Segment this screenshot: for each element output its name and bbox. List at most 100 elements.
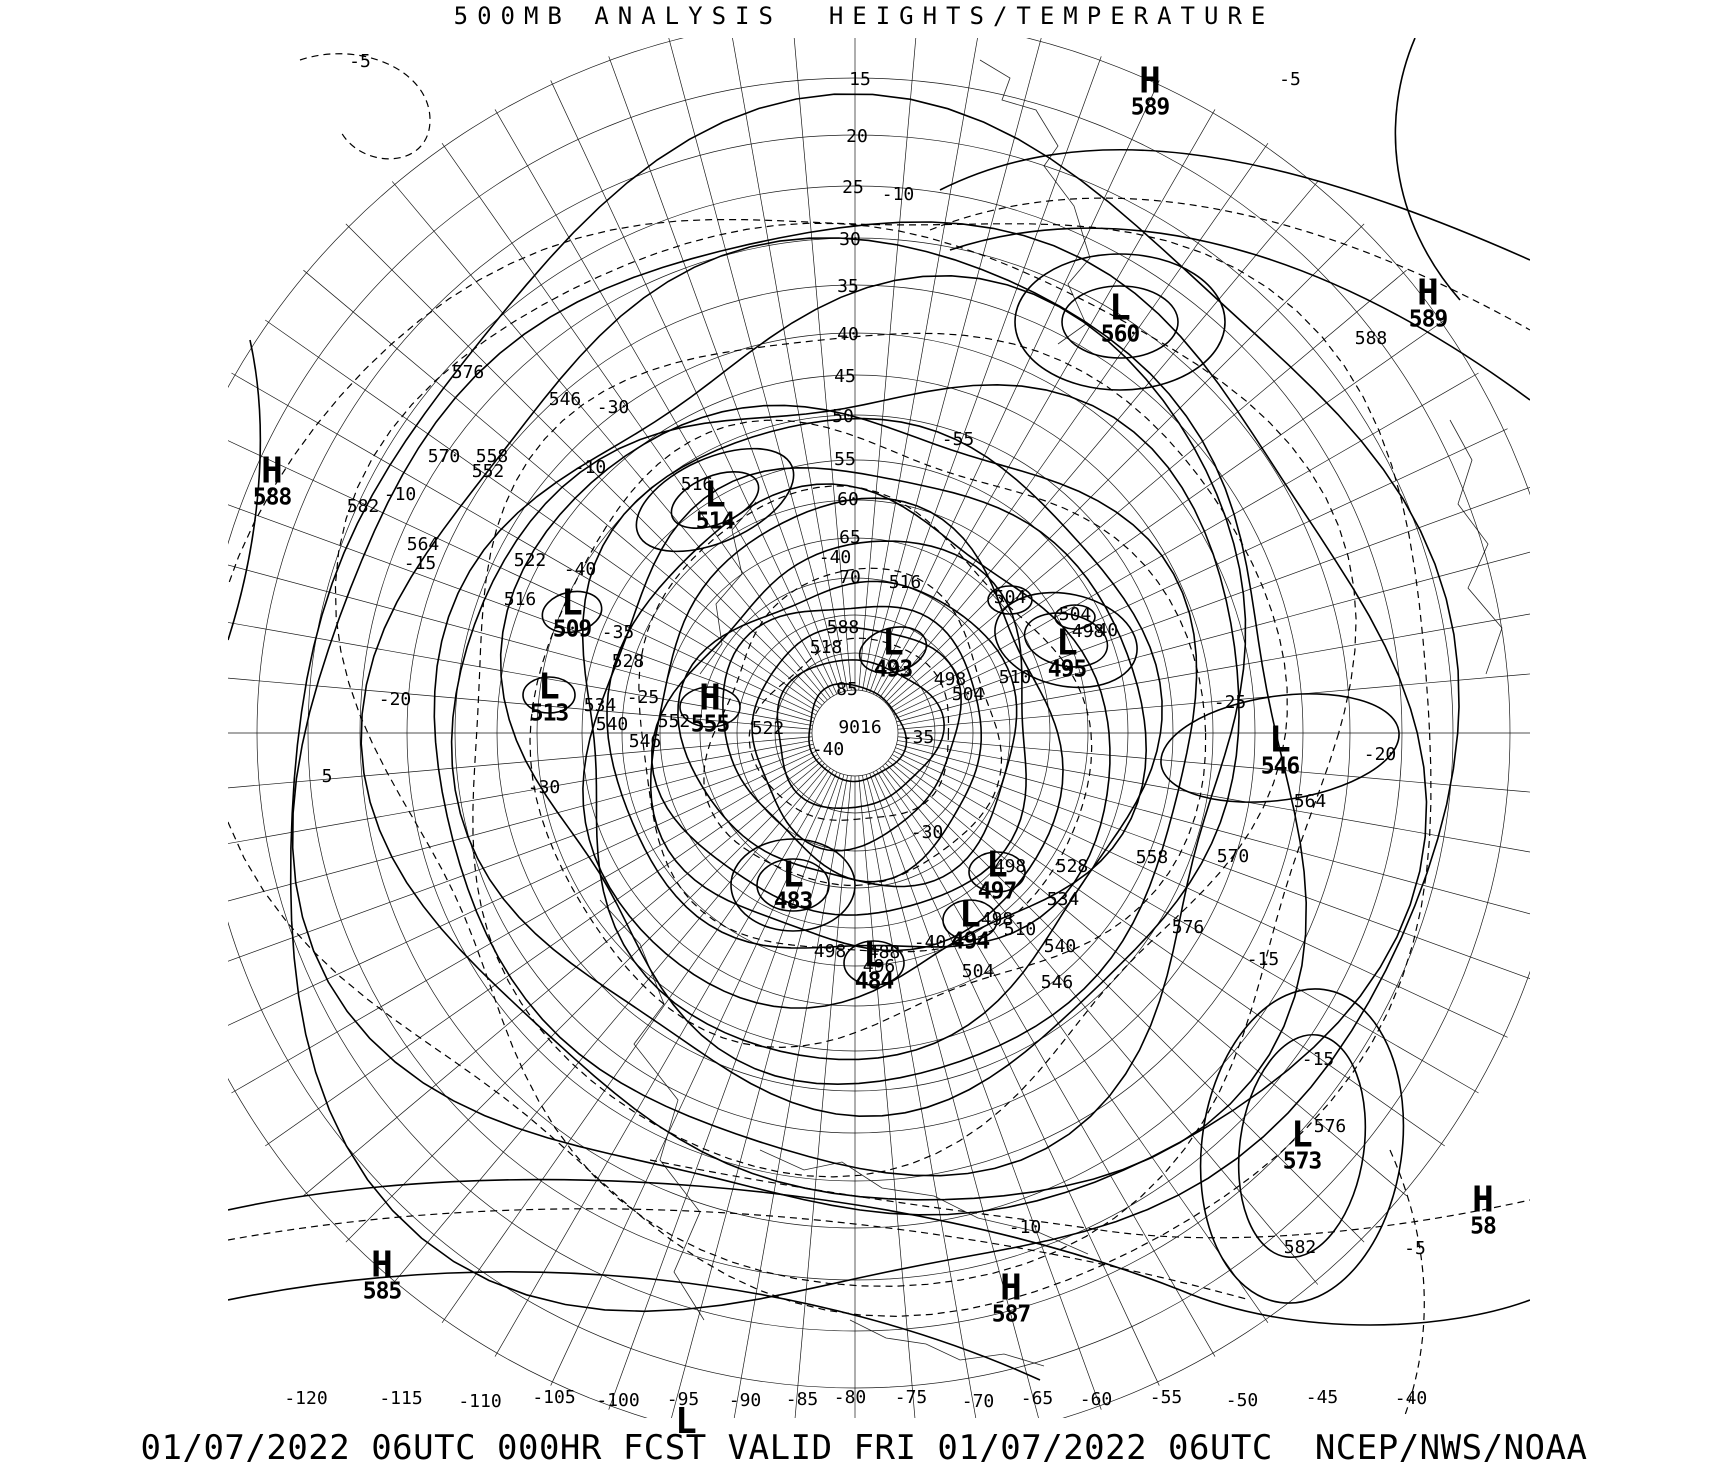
temperature-contour-label: -10 <box>1008 1217 1042 1238</box>
pressure-center-value: 493 <box>873 656 914 683</box>
pressure-center-l-514: L 514 <box>695 477 736 535</box>
temperature-contour-label: -35 <box>901 727 935 748</box>
height-contour-label: 558 <box>475 446 509 467</box>
height-contour-label: 498 <box>933 669 967 690</box>
height-contour-label: 504 <box>1058 604 1092 625</box>
height-contour-label: 496 <box>862 956 896 977</box>
pressure-center-value: 546 <box>1260 753 1301 780</box>
temperature-contour-label: -15 <box>1246 949 1280 970</box>
pressure-center-l: L <box>675 1400 697 1442</box>
pressure-center-letter: L <box>986 844 1008 886</box>
temperature-contour-label: -40 <box>913 932 947 953</box>
pressure-center-value: 589 <box>1408 306 1449 333</box>
longitude-label: -40 <box>1394 1388 1428 1409</box>
pressure-center-value: 573 <box>1282 1148 1323 1175</box>
height-contour-label: 528 <box>611 651 645 672</box>
longitude-label: -75 <box>894 1387 928 1408</box>
height-contour-label: 582 <box>346 496 380 517</box>
longitude-label: -95 <box>666 1389 700 1410</box>
pressure-center-letter: H <box>1000 1267 1022 1309</box>
chart-title: 500MB ANALYSIS HEIGHTS/TEMPERATURE <box>453 2 1275 30</box>
temperature-contour-label: -35 <box>601 622 635 643</box>
height-contour-label: 570 <box>427 446 461 467</box>
pressure-center-letter: L <box>1291 1114 1313 1156</box>
latitude-label: 60 <box>837 489 859 510</box>
pressure-center-h-587: H 587 <box>991 1267 1032 1328</box>
height-contour-label: 576 <box>1171 917 1205 938</box>
longitude-label: -55 <box>1149 1387 1183 1408</box>
map-labels-layer: 15 20 25 30 35 40 45 50 55 60 65 70 85 -120 -115 -110 -1… <box>0 34 1728 1440</box>
height-contour-label: 522 <box>751 718 785 739</box>
pressure-center-value: 513 <box>529 700 570 727</box>
pressure-center-h-585: H 585 <box>363 1244 403 1303</box>
pressure-center-letter: H <box>261 450 283 492</box>
pressure-center-l-560: L 560 <box>1100 290 1141 348</box>
pressure-center-letter: L <box>782 854 804 896</box>
temperature-contour-label: -20 <box>378 689 412 710</box>
pressure-center-l-497: L 497 <box>977 844 1018 905</box>
temperature-contour-label: -15 <box>403 553 437 574</box>
pressure-center-l-546: L 546 <box>1260 722 1301 780</box>
height-contour-label: 516 <box>680 474 714 495</box>
height-contour-label: 534 <box>1046 889 1080 910</box>
height-contour-label: 498 <box>1071 621 1105 642</box>
pressure-center-value: 587 <box>991 1301 1032 1328</box>
height-contour-label: 528 <box>1055 856 1089 877</box>
height-contour-label: 504 <box>951 684 985 705</box>
pressure-center-value: 497 <box>977 878 1018 905</box>
height-contour-label: 516 <box>503 589 537 610</box>
longitude-label: -85 <box>785 1389 819 1410</box>
pressure-center-l-484: L 484 <box>854 937 895 995</box>
longitude-label: -70 <box>961 1391 995 1412</box>
pressure-center-value: 560 <box>1100 321 1141 348</box>
temperature-contour-label: -30 <box>910 822 944 843</box>
longitude-label: -80 <box>833 1387 867 1408</box>
latitude-label: 25 <box>842 177 864 198</box>
pressure-center-letter: L <box>882 622 904 664</box>
latitude-label: 70 <box>839 567 861 588</box>
pressure-center-letter: H <box>1139 60 1161 102</box>
pressure-center-l-573: L 573 <box>1282 1114 1323 1175</box>
pressure-center-value: 514 <box>695 508 736 535</box>
pressure-center-letter: H <box>371 1244 393 1286</box>
height-contour-label: 522 <box>513 550 547 571</box>
temperature-contour-label: -40 <box>1085 620 1119 641</box>
latitude-label: 50 <box>832 406 854 427</box>
height-contour-label: 540 <box>595 714 629 735</box>
pressure-center-letter: L <box>1056 622 1078 664</box>
longitude-label: -105 <box>532 1387 576 1408</box>
temperature-contour-label: -25 <box>1213 692 1247 713</box>
height-contour-label: 498 <box>980 909 1014 930</box>
longitude-label: -110 <box>458 1391 502 1412</box>
pressure-center-value: 484 <box>854 968 895 995</box>
temperature-contour-label: -55 <box>941 429 975 450</box>
height-contour-label: 588 <box>1354 328 1388 349</box>
height-contour-label: 9016 <box>838 717 882 738</box>
temperature-contour-label: -5 <box>1404 1238 1426 1259</box>
temperature-contour-label: -30 <box>596 397 630 418</box>
height-contour-label: 558 <box>1135 847 1169 868</box>
longitude-label: -60 <box>1079 1389 1113 1410</box>
pressure-center-letter: L <box>675 1400 697 1442</box>
footer-text: 01/07/2022 06UTC 000HR FCST VALID FRI 01… <box>140 1428 1588 1468</box>
latitude-label: 55 <box>834 449 856 470</box>
latitude-label: 65 <box>839 527 861 548</box>
height-contour-label: 510 <box>1003 919 1037 940</box>
pressure-center-letter: L <box>561 582 583 624</box>
map-canvas: 15 20 25 30 35 40 45 50 55 60 65 70 85 -120 -115 -110 -1… <box>0 34 1728 1440</box>
height-contour-label: 510 <box>998 667 1032 688</box>
pressure-center-value: 495 <box>1047 656 1088 683</box>
longitude-label: -115 <box>379 1388 423 1409</box>
temperature-contour-label: -10 <box>383 484 417 505</box>
temperature-contour-label: -30 <box>527 777 561 798</box>
height-contour-label: 504 <box>961 961 995 982</box>
pressure-center-h-588: H 588 <box>253 450 293 509</box>
height-contour-label: 552 <box>471 461 505 482</box>
height-contour-label: 582 <box>1283 1237 1317 1258</box>
height-contour-label: 588 <box>826 617 860 638</box>
pressure-center-l-494: L 494 <box>951 897 991 953</box>
pressure-center-value: 589 <box>1130 94 1171 121</box>
longitude-label: -50 <box>1225 1390 1259 1411</box>
height-contour-label: 498 <box>813 941 847 962</box>
pressure-center-l-483: L 483 <box>774 854 814 913</box>
